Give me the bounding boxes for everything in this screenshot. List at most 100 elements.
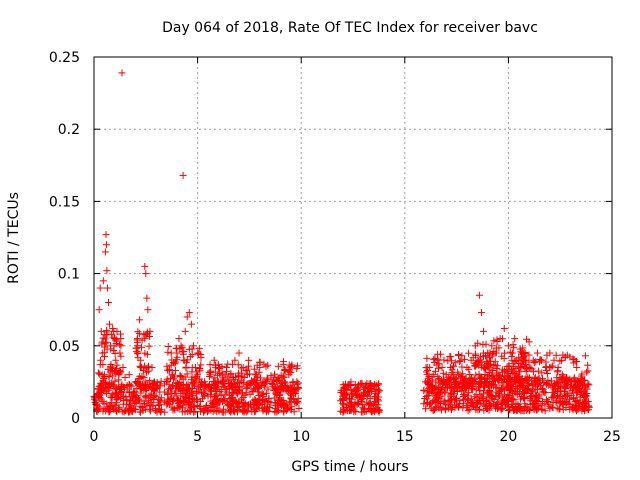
data-point xyxy=(101,353,109,361)
data-point xyxy=(157,406,165,414)
data-point xyxy=(524,373,532,381)
data-point xyxy=(115,371,123,379)
data-point xyxy=(512,406,520,414)
y-tick-label: 0.05 xyxy=(49,339,80,355)
data-point xyxy=(140,330,148,338)
data-point xyxy=(480,406,488,414)
data-point xyxy=(573,363,581,371)
data-point xyxy=(495,390,503,398)
data-point xyxy=(211,397,219,405)
data-point xyxy=(546,403,554,411)
data-point xyxy=(448,369,456,377)
data-point xyxy=(261,379,269,387)
data-point xyxy=(351,385,359,393)
data-point xyxy=(94,406,102,414)
data-point xyxy=(479,340,487,348)
data-point xyxy=(197,379,205,387)
data-point xyxy=(98,349,106,357)
data-point xyxy=(284,404,292,412)
data-point xyxy=(585,402,593,410)
data-point xyxy=(426,363,434,371)
data-point xyxy=(197,354,205,362)
x-axis-label: GPS time / hours xyxy=(291,459,408,475)
data-point xyxy=(214,371,222,379)
data-point xyxy=(141,262,149,270)
data-point xyxy=(500,395,508,403)
data-point xyxy=(554,363,562,371)
data-point xyxy=(174,396,182,404)
data-point xyxy=(541,407,549,415)
data-point xyxy=(578,370,586,378)
data-point xyxy=(511,335,519,343)
data-point xyxy=(513,356,521,364)
data-point xyxy=(553,397,561,405)
data-point xyxy=(516,345,524,353)
data-point xyxy=(142,270,150,278)
data-point xyxy=(491,402,499,410)
data-point xyxy=(361,408,369,416)
data-point xyxy=(272,385,280,393)
data-point xyxy=(208,381,216,389)
data-point xyxy=(522,367,530,375)
data-point xyxy=(141,349,149,357)
data-point xyxy=(275,374,283,382)
data-point xyxy=(214,361,222,369)
data-point xyxy=(467,395,475,403)
data-point xyxy=(169,371,177,379)
data-point xyxy=(471,359,479,367)
data-point xyxy=(106,320,114,328)
data-point xyxy=(432,382,440,390)
data-point xyxy=(155,402,163,410)
data-point xyxy=(251,408,259,416)
data-point xyxy=(228,395,236,403)
data-point xyxy=(498,376,506,384)
data-point xyxy=(434,356,442,364)
data-point xyxy=(143,381,151,389)
data-point xyxy=(480,327,488,335)
data-point xyxy=(493,338,501,346)
data-point xyxy=(505,362,513,370)
data-point xyxy=(189,379,197,387)
data-point xyxy=(171,406,179,414)
data-point xyxy=(433,392,441,400)
data-point xyxy=(219,379,227,387)
data-point xyxy=(441,406,449,414)
data-point xyxy=(175,384,183,392)
data-point xyxy=(136,385,144,393)
data-point xyxy=(447,396,455,404)
data-point xyxy=(355,392,363,400)
data-point xyxy=(429,406,437,414)
data-point xyxy=(540,389,548,397)
data-point xyxy=(562,385,570,393)
data-point xyxy=(129,395,137,403)
data-point xyxy=(252,380,260,388)
data-point xyxy=(353,400,361,408)
data-point xyxy=(127,382,135,390)
data-point xyxy=(194,371,202,379)
data-point xyxy=(435,360,443,368)
data-point xyxy=(93,404,101,412)
data-point xyxy=(561,353,569,361)
data-point xyxy=(438,379,446,387)
data-point xyxy=(349,403,357,411)
data-point xyxy=(447,357,455,365)
data-point xyxy=(340,396,348,404)
data-point xyxy=(189,392,197,400)
data-point xyxy=(187,376,195,384)
data-point xyxy=(227,406,235,414)
data-point xyxy=(194,349,202,357)
data-point xyxy=(477,373,485,381)
data-point xyxy=(558,356,566,364)
data-point xyxy=(363,379,371,387)
data-point xyxy=(431,399,439,407)
data-point xyxy=(227,371,235,379)
data-point xyxy=(293,399,301,407)
data-point xyxy=(234,408,242,416)
data-point xyxy=(109,390,117,398)
data-point xyxy=(439,369,447,377)
data-point xyxy=(234,404,242,412)
data-point xyxy=(529,388,537,396)
data-point xyxy=(236,386,244,394)
data-point xyxy=(503,368,511,376)
